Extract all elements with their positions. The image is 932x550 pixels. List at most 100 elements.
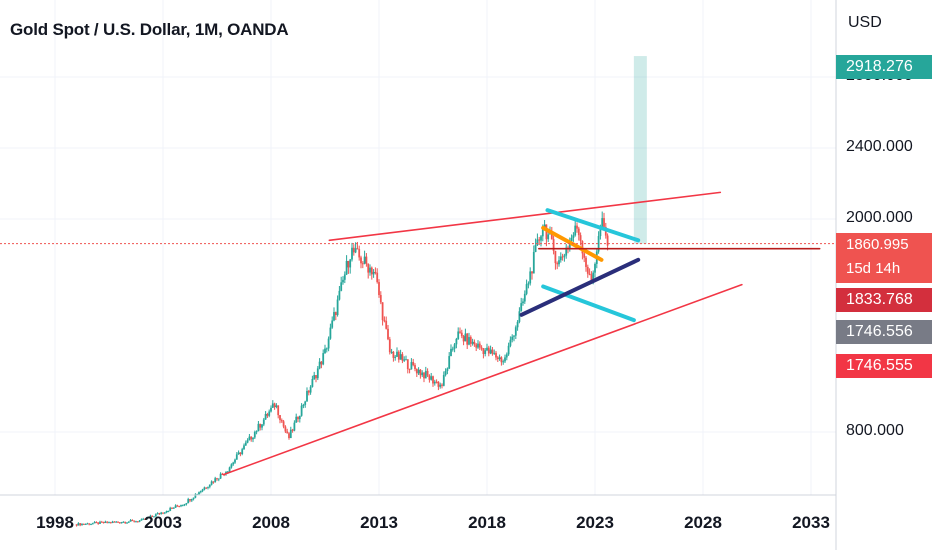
candle-body [106,521,109,523]
candle-body [397,351,400,360]
candle-body [109,522,112,524]
candle-body [270,407,272,412]
candle-body [594,263,596,273]
candle-body [410,362,413,370]
candle-body [198,492,200,495]
channel-lower-cyan [541,284,636,323]
candle-body [475,344,478,348]
candle-body [133,520,136,522]
candle-body [588,273,591,275]
candle-body [450,348,452,357]
candle-body [93,522,96,524]
candle-body [502,361,505,363]
candle-body [469,337,472,344]
candle-body [306,390,308,402]
candle-body [284,426,287,432]
candle-body [115,521,118,523]
candle-body [126,522,128,524]
candle-body [478,343,481,348]
x-tick-label: 2003 [144,513,182,532]
bar-countdown: 15d 14h [846,260,901,277]
candle-body [529,271,532,284]
candle-body [230,464,233,468]
candle-body [455,338,458,345]
candle-body [487,347,490,354]
currency-label[interactable]: USD [848,14,882,31]
candle-body [468,337,470,345]
candle-body [329,327,332,339]
candle-body [532,251,535,274]
candle-body [288,433,290,439]
candle-body [324,348,326,354]
candle-body [190,498,193,501]
drawings [222,191,821,476]
candle-body [279,415,281,421]
candle-body [498,357,501,360]
symbol-title[interactable]: Gold Spot / U.S. Dollar, 1M, OANDA [10,20,289,39]
candle-body [244,442,247,446]
candle-body [84,523,87,525]
candle-body [259,423,262,428]
candle-body [124,521,127,523]
candle-body [136,521,139,523]
candle-body [149,515,152,518]
candle-body [572,235,575,238]
candle-body [338,290,341,300]
candle-body [316,368,319,379]
candle-body [493,352,496,354]
candle-body [507,345,510,355]
candle-body [178,506,181,508]
candle-body [531,271,533,274]
candle-body [477,343,479,348]
candle-body [574,225,577,236]
candle-body [176,505,179,507]
candle-body [601,218,604,229]
candle-body [453,344,456,349]
candle-body [228,467,231,472]
candle-body [403,359,406,361]
grid [0,0,836,495]
candle-body [311,379,314,387]
candle-body [261,424,263,428]
candle-body [302,404,305,406]
candle-body [513,335,515,337]
candle-body [253,432,256,438]
candle-body [504,357,506,362]
candle-body [376,272,379,283]
candle-body [241,449,244,455]
candle-body [547,234,550,240]
x-tick-label: 2008 [252,513,290,532]
candle-body [151,515,154,517]
candle-body [444,370,447,375]
candle-body [313,375,316,380]
candle-body [577,228,580,236]
candle-body [77,523,80,526]
candle-body [334,312,337,316]
y-tick-label: 2000.000 [846,209,913,226]
candle-body [525,284,528,294]
candle-body [552,239,555,251]
lower-support-line [222,283,743,476]
candle-body [459,331,461,333]
candle-body [163,512,166,514]
candle-body [565,247,568,256]
candle-body [257,423,260,432]
candle-body [250,436,253,440]
x-tick-label: 2023 [576,513,614,532]
candle-body [399,354,402,360]
candle-body [237,452,240,455]
candle-body [514,327,517,336]
candle-body [79,523,82,526]
candle-body [550,233,553,240]
candle-body [460,332,463,337]
candle-body [543,224,546,227]
candle-body [583,253,586,258]
candle-body [522,301,524,304]
candle-body [439,384,442,387]
candle-body [162,512,164,514]
candle-body [415,368,418,374]
candle-body [381,302,384,321]
candle-body [603,218,605,227]
candle-body [363,256,366,264]
